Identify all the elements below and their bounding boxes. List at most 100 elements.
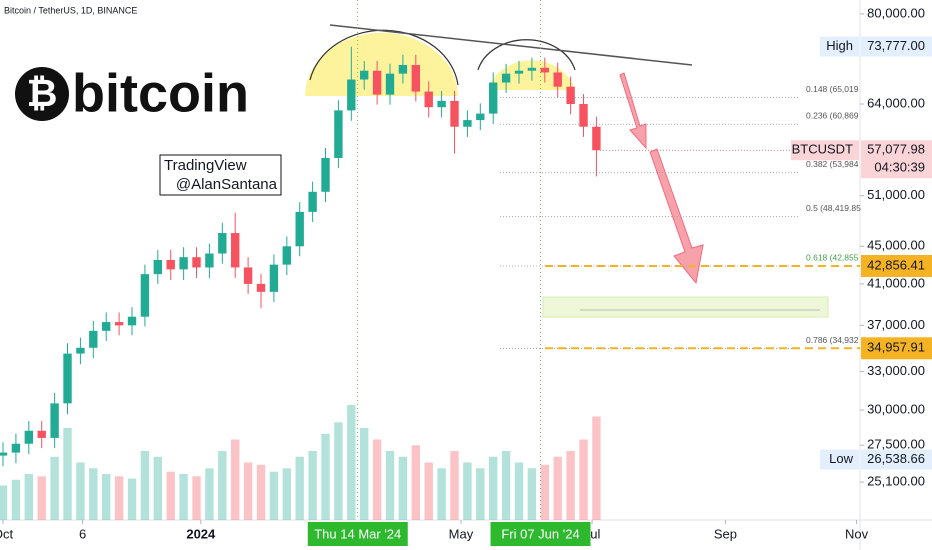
volume-bar [205, 468, 214, 520]
volume-bar [231, 439, 240, 520]
x-tick-label: Sep [714, 526, 737, 541]
candle-body [489, 82, 498, 114]
x-tick-label: May [449, 526, 474, 541]
volume-bar [463, 462, 472, 520]
volume-bar [192, 476, 201, 520]
crosshair-label: Fri 07 Jun '24 [501, 526, 579, 541]
y-tick-label: 30,000.00 [867, 401, 925, 416]
candle-body [50, 403, 59, 438]
candle-body [566, 86, 575, 105]
candle-body [514, 70, 524, 74]
candle-body [166, 259, 175, 270]
volume-bar [11, 479, 21, 520]
volume-bar [24, 474, 34, 520]
y-tick-label: 27,500.00 [867, 437, 925, 452]
price-value: 73,777.00 [867, 38, 925, 53]
y-tick-label: 41,000.00 [867, 275, 925, 290]
volume-bar [0, 485, 8, 520]
level-label-bg [861, 337, 932, 360]
decorations: ₿ bitcoin TradingView @AlanSantana [15, 24, 829, 318]
trend-line [329, 24, 693, 66]
arc [477, 39, 576, 71]
candle-body [553, 72, 562, 87]
volume-bar [218, 451, 227, 520]
last-price-name: BTCUSDT [792, 142, 853, 157]
candle-body [127, 316, 137, 326]
y-tick-label: 37,000.00 [867, 317, 925, 332]
volume-bar [372, 439, 382, 520]
logo-text: bitcoin [72, 63, 249, 123]
price-name: Low [829, 451, 853, 466]
annotation-box [159, 154, 282, 196]
candle-body [231, 233, 240, 268]
candle-body [37, 430, 46, 438]
countdown: 04:30:39 [874, 160, 925, 175]
volume-bar [385, 451, 395, 520]
volume-bar [450, 451, 459, 520]
logo-symbol: ₿ [27, 73, 58, 115]
candle-body [347, 79, 356, 111]
volume-bar [63, 428, 72, 520]
level-label-bg [861, 254, 932, 277]
volume-bar [50, 456, 59, 520]
crosshair-label-bg [307, 522, 408, 546]
volume-bar [566, 451, 575, 520]
fib-label: 0.236 (60,869 [806, 111, 859, 121]
candle-body [192, 257, 201, 268]
x-tick-label: 6 [79, 526, 86, 541]
arc [309, 29, 459, 86]
price-name-bg [820, 36, 859, 57]
logo-circle [15, 67, 69, 121]
price-name: High [826, 38, 853, 53]
candle-body [179, 257, 188, 270]
arrow [649, 148, 704, 285]
volume-bar [540, 464, 550, 520]
candle-body [437, 100, 446, 108]
volume-bar [166, 471, 175, 520]
volume-bar [553, 456, 562, 520]
volume-bar [102, 474, 111, 520]
volume-bar [37, 476, 46, 520]
volume-bar [295, 456, 304, 520]
y-tick-label: 51,000.00 [867, 187, 925, 202]
y-tick-label: 33,000.00 [867, 363, 925, 378]
volume-bar [360, 428, 369, 520]
volume-bar [243, 462, 253, 520]
volume-bar [424, 462, 433, 520]
fib-label: 0.786 (34,932 [806, 335, 859, 345]
y-tick-label: 64,000.00 [867, 95, 925, 110]
level-label: 34,957.91 [867, 340, 925, 355]
candle-body [243, 267, 253, 284]
volume-bar [282, 468, 292, 520]
candle-body [334, 110, 343, 158]
candle-body [424, 91, 433, 108]
volume-bar [489, 456, 498, 520]
candle-body [269, 264, 279, 292]
candle-body [385, 73, 395, 95]
volume-bar [514, 462, 524, 520]
volume-bar [334, 422, 343, 520]
volume-bar [476, 468, 485, 520]
volume-bar [153, 456, 163, 520]
volume-bar [76, 462, 85, 520]
candle-body [205, 253, 214, 268]
candle-body [256, 283, 266, 292]
candle-body [476, 113, 485, 121]
volume-bar [308, 451, 317, 520]
y-tick-label: 45,000.00 [867, 238, 925, 253]
volume-bar [527, 468, 537, 520]
candle-body [63, 353, 72, 404]
candle-body [463, 120, 472, 127]
volume-bar [501, 451, 511, 520]
volume-bar [411, 445, 421, 520]
volume-bar [256, 464, 266, 520]
candle-body [24, 430, 34, 444]
volume-bar [579, 439, 588, 520]
candle-body [282, 246, 292, 265]
fib-label: 0.148 (65,019 [806, 84, 859, 94]
volume-bar [127, 478, 137, 520]
candle-body [360, 70, 369, 80]
volume-bar [114, 476, 124, 520]
candle-body [592, 126, 601, 151]
